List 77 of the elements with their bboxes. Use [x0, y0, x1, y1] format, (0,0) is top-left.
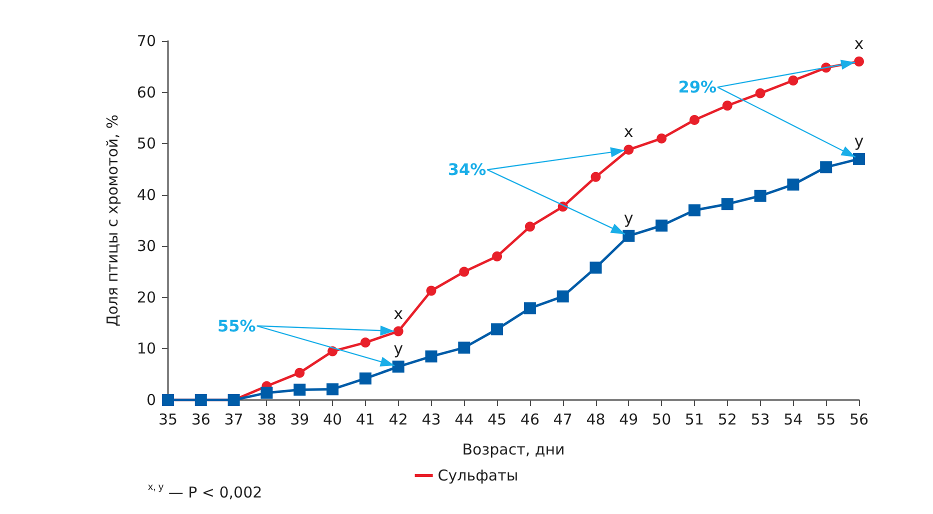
y-tick-label: 10	[136, 340, 156, 358]
point	[853, 152, 865, 165]
point	[656, 220, 668, 232]
x-tick-label: 49	[619, 410, 638, 428]
point	[260, 386, 273, 399]
point	[491, 323, 504, 336]
x-tick-label: 52	[718, 410, 737, 428]
annotation: y	[624, 208, 634, 228]
point	[688, 204, 700, 216]
y-tick-label: 30	[136, 237, 156, 256]
x-tick-label: 44	[454, 410, 474, 428]
point	[524, 222, 535, 232]
text: x, y — P < 0,002	[148, 482, 262, 502]
annotation: x	[394, 304, 404, 323]
point	[425, 350, 438, 362]
x-tick-label: 37	[224, 410, 244, 428]
point	[459, 266, 470, 277]
x-tick-label: 55	[816, 410, 836, 428]
annotation: y	[394, 339, 404, 358]
y-tick-label: 70	[136, 32, 156, 50]
annotation: 29%	[678, 78, 717, 97]
x-tick-label: 47	[553, 410, 572, 428]
x-tick-label: 56	[849, 410, 869, 428]
y-tick-label: 60	[136, 83, 156, 102]
x-tick-label: 36	[191, 410, 210, 428]
x-tick-label: 53	[750, 410, 770, 428]
point	[721, 198, 734, 210]
point	[754, 190, 766, 202]
point	[722, 100, 732, 111]
point	[492, 251, 502, 262]
point	[326, 383, 339, 396]
point	[590, 262, 602, 274]
y-tick-label: 20	[136, 288, 156, 306]
x-tick-label: 51	[684, 410, 704, 428]
x-tick-label: 43	[422, 410, 441, 428]
point	[622, 230, 635, 242]
x-tick-label: 41	[356, 410, 375, 428]
point	[854, 56, 864, 67]
point	[590, 172, 601, 182]
y-tick-label: 50	[136, 134, 156, 153]
point	[524, 302, 536, 314]
annotation: x	[854, 34, 864, 54]
x-axis-title: Возраст, дни	[462, 440, 565, 458]
point	[393, 326, 404, 336]
point	[656, 133, 667, 144]
point	[360, 338, 370, 348]
x-tick-label: 40	[322, 410, 342, 428]
annotation: x	[624, 122, 634, 142]
legend-label: Сульфаты	[438, 466, 518, 484]
point	[359, 372, 372, 384]
y-tick-label: 0	[146, 391, 156, 409]
x-tick-label: 54	[784, 410, 803, 428]
point	[689, 114, 700, 125]
x-tick-label: 48	[586, 410, 606, 428]
annotation: y	[854, 131, 864, 150]
x-tick-label: 46	[520, 410, 540, 428]
x-tick-label: 35	[158, 410, 178, 428]
point	[787, 178, 800, 191]
x-tick-label: 45	[488, 410, 507, 428]
x-tick-label: 39	[290, 410, 310, 428]
point	[556, 290, 569, 302]
point	[624, 144, 634, 155]
x-tick-label: 42	[388, 410, 408, 428]
annotation: 55%	[218, 316, 256, 336]
point	[820, 161, 832, 174]
point	[458, 342, 470, 354]
point	[294, 384, 306, 396]
y-axis-title: Доля птицы с хромотой, %	[104, 114, 122, 326]
x-tick-label: 50	[652, 410, 672, 428]
point	[392, 360, 404, 373]
point	[788, 75, 798, 86]
point	[755, 88, 766, 98]
annotation: 34%	[448, 160, 486, 180]
y-tick-label: 40	[136, 186, 156, 204]
point	[294, 368, 305, 378]
point	[426, 286, 436, 296]
x-tick-label: 38	[257, 410, 276, 428]
